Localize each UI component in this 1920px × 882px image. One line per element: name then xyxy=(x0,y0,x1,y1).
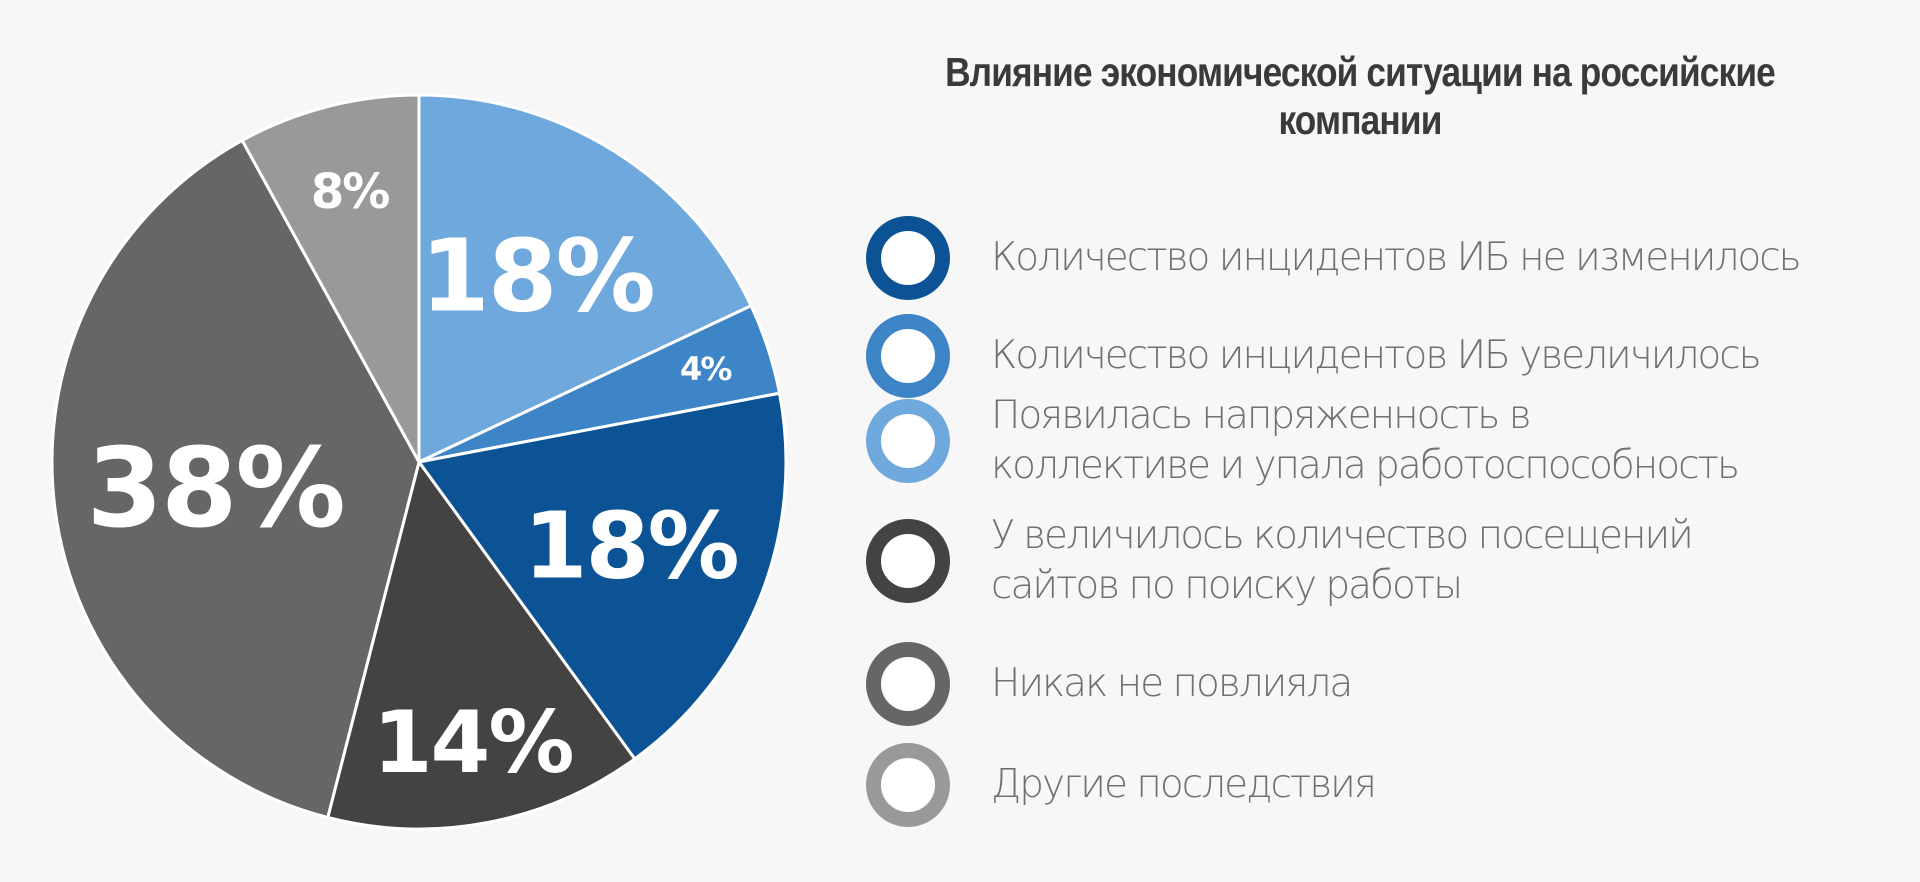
legend-text: Никак не повлияла xyxy=(991,661,1353,706)
legend-ring-icon xyxy=(866,519,950,603)
legend-text: Появилась напряженность в коллективе и у… xyxy=(991,393,1740,488)
legend-ring-icon xyxy=(866,642,950,726)
slice-data-label: 4% xyxy=(680,350,732,388)
legend-item: У величилось количество посещений сайтов… xyxy=(866,511,1694,611)
chart-title: Влияние экономической ситуации на россий… xyxy=(945,49,1776,143)
pie-slice xyxy=(416,391,788,762)
legend-ring-icon xyxy=(866,399,950,483)
pie-chart: 18% 4% 18% 14% 38% 8% xyxy=(50,93,788,831)
legend-text: Количество инцидентов ИБ не изменилось xyxy=(991,235,1802,280)
pie-slice xyxy=(240,93,421,463)
legend-ring-icon xyxy=(866,216,950,300)
legend-ring-icon xyxy=(866,314,950,398)
legend-text: У величилось количество посещений сайтов… xyxy=(991,513,1694,608)
legend-text: Другие последствия xyxy=(991,762,1377,807)
legend-item: Никак не повлияла xyxy=(866,642,1353,726)
pie-slice xyxy=(50,138,421,820)
legend-ring-icon xyxy=(866,743,950,827)
legend-text: Количество инцидентов ИБ увеличилось xyxy=(991,333,1762,378)
pie-slice xyxy=(417,93,754,465)
legend-item: Количество инцидентов ИБ не изменилось xyxy=(866,216,1802,300)
slice-data-label: 38% xyxy=(86,424,343,552)
slice-data-label: 14% xyxy=(373,693,573,793)
slice-data-label: 8% xyxy=(311,164,389,220)
slice-data-label: 18% xyxy=(523,492,737,599)
legend-item: Количество инцидентов ИБ увеличилось xyxy=(866,314,1762,398)
pie-slice xyxy=(325,458,637,831)
legend-item: Другие последствия xyxy=(866,743,1377,827)
slice-data-label: 18% xyxy=(420,218,653,335)
legend-item: Появилась напряженность в коллективе и у… xyxy=(866,391,1740,491)
